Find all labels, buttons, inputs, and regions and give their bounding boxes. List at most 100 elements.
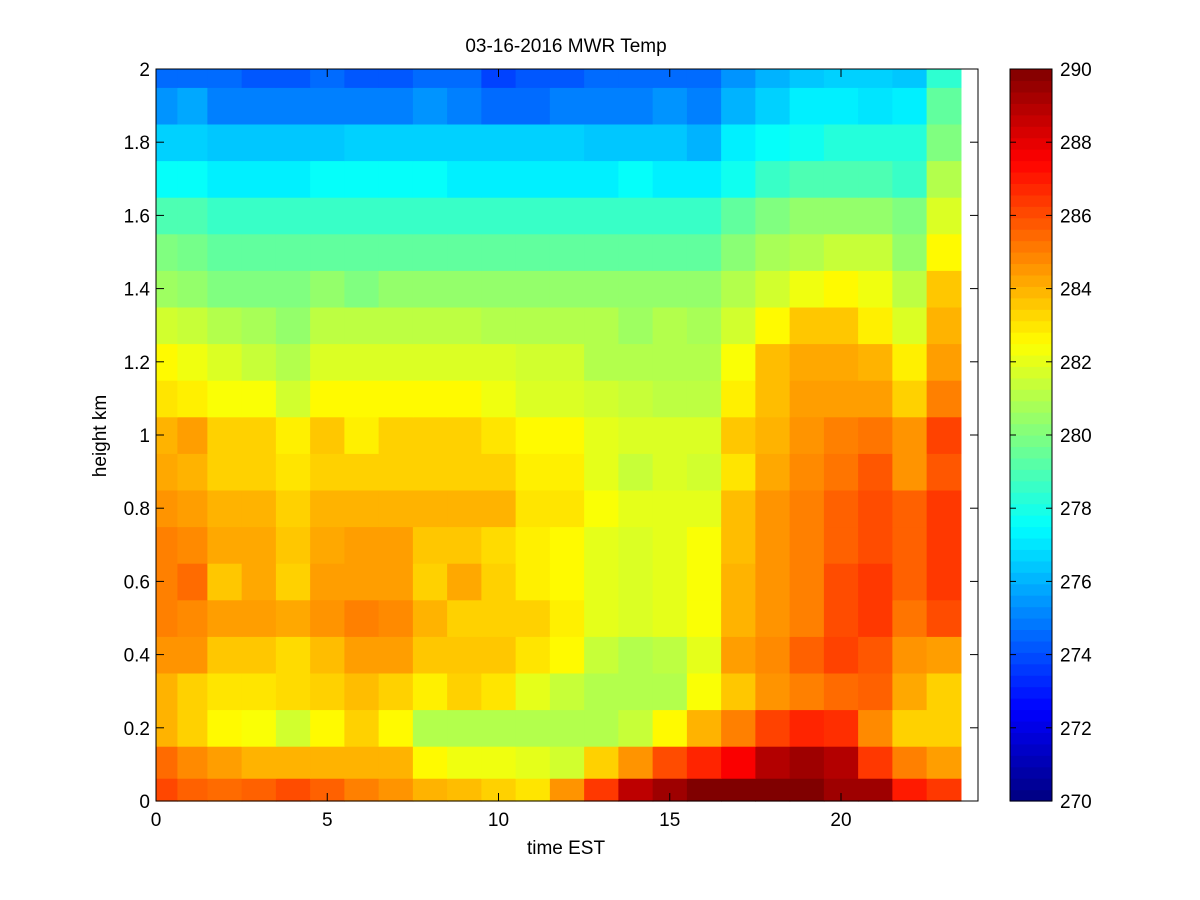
heatmap-cell	[858, 453, 893, 491]
heatmap-cell	[156, 197, 179, 235]
colorbar-band	[1010, 171, 1052, 184]
heatmap-cell	[344, 123, 380, 162]
heatmap-cell	[618, 87, 654, 125]
heatmap-cell	[344, 746, 380, 779]
heatmap-cell	[481, 233, 517, 271]
heatmap-cell	[686, 233, 722, 271]
x-axis-label: time EST	[527, 838, 606, 859]
heatmap-cell	[858, 69, 893, 88]
colorbar-band	[1010, 286, 1052, 299]
heatmap-cell	[652, 343, 688, 381]
heatmap-cell	[275, 306, 311, 345]
heatmap-cell	[207, 453, 243, 491]
heatmap-cell	[721, 746, 756, 779]
heatmap-cell	[378, 270, 414, 308]
heatmap-cell	[447, 636, 482, 674]
heatmap-cell	[207, 270, 243, 308]
heatmap-cell	[275, 599, 311, 637]
heatmap-cell	[549, 343, 585, 381]
colorbar-band	[1010, 377, 1052, 390]
heatmap-cell	[207, 489, 243, 528]
heatmap-cell	[858, 778, 893, 802]
x-tick-label: 0	[151, 810, 162, 831]
heatmap-cell	[378, 416, 414, 454]
heatmap-cell	[241, 709, 277, 747]
heatmap-cell	[447, 306, 482, 345]
heatmap-cell	[447, 233, 482, 271]
heatmap-cell	[721, 599, 756, 637]
heatmap-cell	[721, 563, 756, 601]
heatmap-cell	[447, 526, 482, 564]
heatmap-cell	[789, 453, 825, 491]
heatmap-cell	[156, 709, 179, 747]
colorbar-band	[1010, 343, 1052, 356]
heatmap-cell	[412, 123, 448, 162]
heatmap-cell	[926, 416, 962, 454]
heatmap-cell	[344, 69, 380, 88]
heatmap-cell	[584, 636, 619, 674]
heatmap-cell	[177, 636, 208, 674]
heatmap-cell	[755, 778, 791, 802]
heatmap-cell	[310, 746, 345, 779]
heatmap-cell	[549, 197, 585, 235]
colorbar-tick-label: 280	[1060, 426, 1092, 447]
y-tick-label: 0.2	[124, 719, 150, 740]
heatmap-cell	[823, 599, 859, 637]
heatmap-cell	[549, 233, 585, 271]
heatmap-cell	[310, 380, 345, 418]
heatmap-cell	[584, 746, 619, 779]
heatmap-cell	[515, 69, 551, 88]
heatmap-cell	[156, 746, 179, 779]
heatmap-cell	[618, 197, 654, 235]
heatmap-cell	[618, 416, 654, 454]
heatmap-cell	[755, 233, 791, 271]
heatmap-cell	[310, 416, 345, 454]
heatmap-cell	[926, 343, 962, 381]
colorbar-band	[1010, 778, 1052, 791]
heatmap-cell	[584, 123, 619, 162]
heatmap-cell	[584, 709, 619, 747]
heatmap-cell	[207, 672, 243, 711]
heatmap-cell	[515, 233, 551, 271]
colorbar-tick-label: 270	[1060, 792, 1092, 813]
colorbar-band	[1010, 160, 1052, 173]
heatmap-cell	[789, 233, 825, 271]
heatmap-cell	[412, 380, 448, 418]
heatmap-cell	[755, 563, 791, 601]
heatmap-cell	[156, 526, 179, 564]
heatmap-cell	[618, 160, 654, 198]
colorbar-band	[1010, 91, 1052, 104]
heatmap-cell	[207, 416, 243, 454]
heatmap-cell	[686, 270, 722, 308]
heatmap-cell	[177, 69, 208, 88]
heatmap-cell	[515, 709, 551, 747]
colorbar-band	[1010, 640, 1052, 653]
heatmap-cell	[447, 672, 482, 711]
colorbar-band	[1010, 652, 1052, 665]
y-tick-label: 1	[139, 426, 150, 447]
heatmap-cell	[344, 160, 380, 198]
heatmap-cell	[618, 233, 654, 271]
heatmap-cell	[789, 778, 825, 802]
heatmap-cell	[789, 636, 825, 674]
heatmap-cell	[926, 270, 962, 308]
heatmap-cell	[549, 526, 585, 564]
colorbar-band	[1010, 743, 1052, 756]
heatmap-cell	[823, 526, 859, 564]
heatmap-cell	[858, 270, 893, 308]
heatmap-cell	[858, 489, 893, 528]
heatmap-cell	[156, 270, 179, 308]
heatmap-cell	[447, 343, 482, 381]
heatmap-cell	[344, 563, 380, 601]
heatmap-cell	[207, 380, 243, 418]
colorbar-tick-label: 272	[1060, 719, 1092, 740]
heatmap-cell	[584, 87, 619, 125]
heatmap-cell	[652, 270, 688, 308]
heatmap-cell	[652, 672, 688, 711]
heatmap-cell	[926, 87, 962, 125]
heatmap-cell	[686, 526, 722, 564]
heatmap-cell	[584, 306, 619, 345]
heatmap-cell	[618, 69, 654, 88]
colorbar-band	[1010, 480, 1052, 493]
colorbar-band	[1010, 686, 1052, 699]
